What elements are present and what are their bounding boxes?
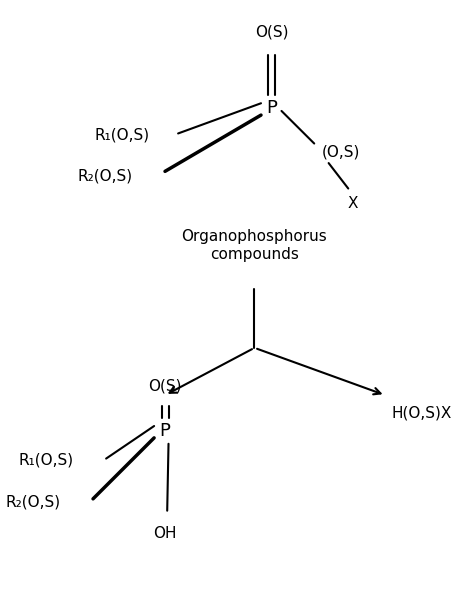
Text: H(O,S)X: H(O,S)X xyxy=(392,405,452,421)
Text: OH: OH xyxy=(153,525,177,540)
Text: X: X xyxy=(347,196,358,211)
Text: R₁(O,S): R₁(O,S) xyxy=(18,453,73,468)
Text: (O,S): (O,S) xyxy=(322,145,360,160)
Text: Organophosphorus
compounds: Organophosphorus compounds xyxy=(182,230,328,262)
Text: R₂(O,S): R₂(O,S) xyxy=(77,168,132,184)
Text: O(S): O(S) xyxy=(255,25,289,40)
Text: R₁(O,S): R₁(O,S) xyxy=(95,127,150,142)
Text: P: P xyxy=(266,99,277,117)
Text: P: P xyxy=(160,422,171,440)
Text: R₂(O,S): R₂(O,S) xyxy=(5,494,60,509)
Text: O(S): O(S) xyxy=(148,378,182,393)
